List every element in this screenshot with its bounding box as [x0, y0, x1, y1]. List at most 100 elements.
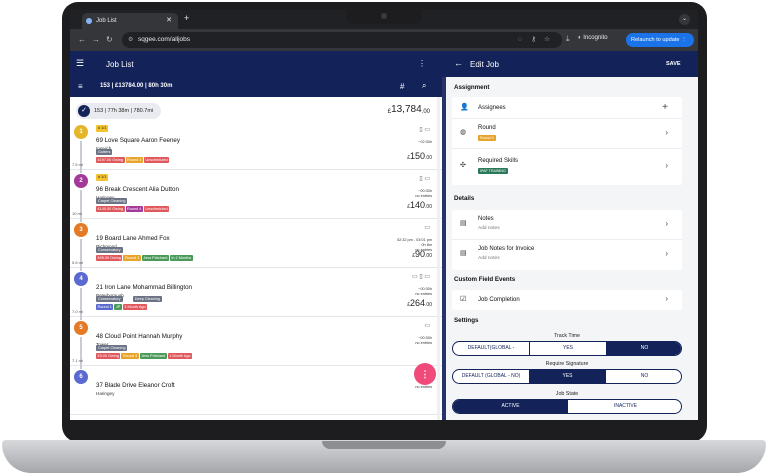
new-tab-button[interactable]: + [184, 13, 190, 23]
table-row[interactable]: 5.6 mi 4 ▭ ▯ ▭ 21 Iron Lane Mohammad Billin… [70, 239, 442, 317]
notes-label: Notes [478, 216, 494, 222]
person-add-icon: 👤 [460, 104, 469, 111]
price-decimals: .00 [425, 302, 432, 308]
job-title: 96 Break Crescent Alia Dutton [96, 186, 179, 193]
status-badge: £9.00 Owing [96, 353, 121, 359]
track-no-option[interactable]: NO [606, 342, 681, 355]
more-vert-icon[interactable]: ⋮ [418, 59, 426, 68]
fab-more-button[interactable]: ⋮ [414, 363, 436, 385]
tab-search-button[interactable]: ⌄ [679, 14, 690, 25]
invoice-notes-label: Job Notes for Invoice [478, 246, 535, 252]
distance-label: 7.1 mi [72, 358, 83, 363]
table-row[interactable]: 1 # 1/1 ▯ ▭ 69 Love Square Aaron Feeney Ipsw… [70, 123, 442, 170]
job-tags: £95.00 Owing Round 3 Jess Pritchard In 2 Mo… [96, 255, 194, 261]
url-input[interactable]: ⚙ sqgee.com/alljobs ◌ ⚷ ☆ [122, 32, 562, 48]
download-icon[interactable]: ⤓ [566, 34, 570, 43]
status-badge: £95.00 Owing [96, 255, 123, 261]
service-type-tag: Conservatory [96, 247, 123, 253]
app: ☰ Job List ⋮ ≡ 153 | £13784.00 | 80h 30m… [70, 51, 698, 420]
job-icons: ▭ ▯ ▭ [412, 274, 430, 280]
route-line [80, 141, 82, 173]
job-number-badge: 5 [74, 321, 88, 335]
table-row[interactable]: 7.1 mi 6 37 Blade Drive Eleanor Croft Harin… [70, 337, 442, 415]
job-title: 21 Iron Lane Mohammad Billington [96, 284, 192, 291]
job-price: £150.00 [407, 151, 432, 161]
panel-divider [442, 51, 446, 420]
reload-icon[interactable]: ↻ [106, 35, 113, 44]
save-button[interactable]: SAVE [666, 61, 681, 67]
job-time: 02:32 pm - 03:01 pm 0h 8m no entries [396, 238, 432, 252]
round-row[interactable]: ◍ Round Round 3 › [452, 119, 682, 149]
job-tags: £197.00 Owing Round 3 Unscheduled [96, 157, 170, 163]
status-badge: Unscheduled [143, 157, 170, 163]
page-title: Job List [106, 60, 134, 69]
route-line [80, 337, 82, 369]
state-active-option[interactable]: ACTIVE [453, 400, 568, 413]
job-area: Ipswich [96, 146, 111, 151]
distance-label: 7.0 mi [72, 309, 83, 314]
back-arrow-icon[interactable]: ← [454, 58, 463, 68]
search-icon[interactable]: ⌕ [422, 81, 427, 90]
hash-icon[interactable]: # [400, 82, 405, 91]
add-icon[interactable]: + [662, 102, 668, 113]
job-title: 48 Cloud Point Hannah Murphy [96, 333, 183, 340]
edit-job-panel: Assignment 👤 Assignees + ◍ Round Round 3… [446, 77, 698, 420]
invoice-notes-row[interactable]: ▤ Job Notes for Invoice Add notes › [452, 240, 682, 270]
sig-yes-option[interactable]: YES [529, 370, 606, 383]
forward-icon[interactable]: → [92, 35, 100, 44]
details-card: ▤ Notes Add notes › ▤ Job Notes for Invo… [452, 210, 682, 270]
chevron-right-icon: › [665, 249, 668, 258]
edit-job-header: ← Edit Job SAVE [442, 51, 698, 77]
skills-row[interactable]: ✣ Required Skills IPAF TRAINING › [452, 149, 682, 185]
assignees-label: Assignees [478, 105, 506, 111]
incognito-label[interactable]: ◐ Incognito [578, 35, 608, 41]
sig-no-option[interactable]: NO [640, 373, 649, 379]
summary-chip[interactable]: ✓ 153 | 77h 38m | 780.7mi [76, 103, 162, 119]
job-number-badge: 1 [74, 125, 88, 139]
price-decimals: .00 [425, 155, 432, 161]
filter-icon[interactable]: ≡ [78, 82, 83, 91]
bookmark-star-icon[interactable]: ☆ [544, 36, 550, 43]
notes-row[interactable]: ▤ Notes Add notes › [452, 210, 682, 240]
table-row[interactable]: 7.5 mi 2 # 1/1 ▯ ▭ 96 Break Crescent Alia Du… [70, 141, 442, 219]
track-yes-option[interactable]: YES [529, 342, 606, 355]
job-completion-row[interactable]: ☑ Job Completion › [452, 290, 682, 310]
assignment-card: 👤 Assignees + ◍ Round Round 3 › ✣ Requir… [452, 97, 682, 185]
status-badge: Jess Pritchard [139, 353, 167, 359]
checklist-icon: ☑ [460, 296, 467, 303]
notes-sub: Add notes [478, 226, 500, 231]
job-number-badge: 6 [74, 370, 88, 384]
table-row[interactable]: 7.0 mi 5 ▭ 48 Cloud Point Hannah Murphy Towe… [70, 288, 442, 366]
table-row[interactable]: 10 mi 3 ▭ 19 Board Lane Ahmed Fox RichmondCo… [70, 190, 442, 268]
site-info-icon[interactable]: ⚙ [128, 37, 134, 43]
total-amount: £13,784.00 [388, 104, 430, 115]
job-icons: ▯ ▭ [419, 127, 430, 133]
assignees-row[interactable]: 👤 Assignees + [452, 97, 682, 119]
close-tab-icon[interactable]: ✕ [166, 17, 172, 24]
eye-off-icon[interactable]: ◌ [518, 36, 522, 43]
job-list-header: ☰ Job List ⋮ ≡ 153 | £13784.00 | 80h 30m… [70, 51, 442, 97]
status-badge: 1 Month Ago [167, 353, 193, 359]
price-currency: £ [407, 155, 411, 161]
menu-icon[interactable]: ☰ [76, 58, 85, 68]
track-default-option[interactable]: DEFAULT(GLOBAL - [467, 345, 515, 351]
job-area: Peterborough [96, 293, 124, 298]
sig-default-option[interactable]: DEFAULT (GLOBAL - NO) [461, 373, 521, 379]
tab-title: Job List [96, 18, 117, 24]
job-area: Haringey [96, 391, 115, 396]
check-all-icon: ✓ [78, 105, 90, 117]
key-icon[interactable]: ⚷ [531, 36, 536, 43]
status-badge: £140.00 Owing [96, 206, 125, 212]
list-scrollbar[interactable] [437, 97, 440, 420]
back-icon[interactable]: ← [78, 35, 86, 44]
relaunch-button[interactable]: Relaunch to update ⋮ [626, 33, 694, 47]
browser-tab[interactable]: Job List ✕ [82, 13, 178, 29]
job-icons: ▭ [424, 323, 430, 329]
settings-heading: Settings [454, 317, 479, 324]
state-inactive-option[interactable]: INACTIVE [613, 403, 638, 409]
details-heading: Details [454, 195, 475, 202]
job-number-badge: 3 [74, 223, 88, 237]
custom-events-heading: Custom Field Events [454, 276, 516, 283]
camera-icon [381, 13, 387, 19]
distance-label: 5.6 mi [72, 260, 83, 265]
